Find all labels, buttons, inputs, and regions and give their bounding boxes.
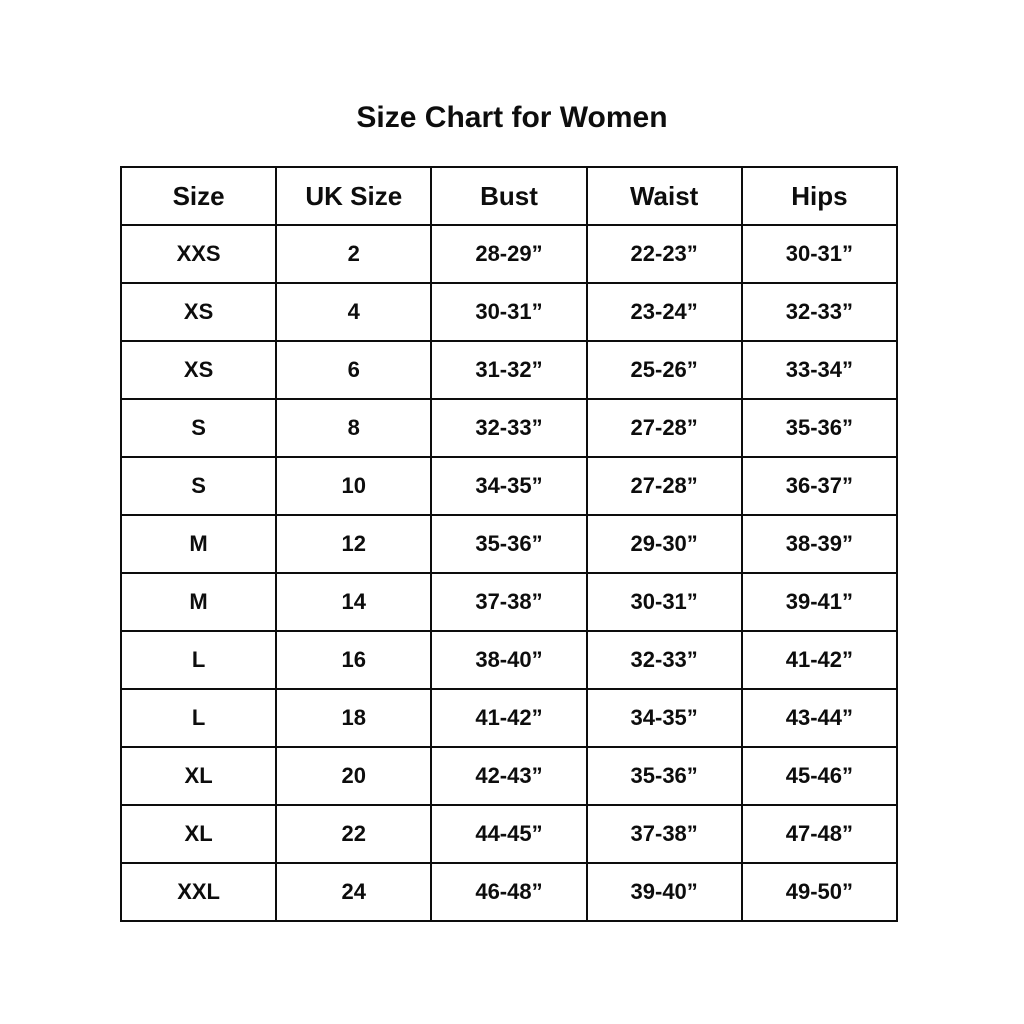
table-cell: 12	[275, 514, 433, 574]
table-cell: 32-33”	[430, 398, 588, 458]
table-cell: 35-36”	[430, 514, 588, 574]
table-cell: 33-34”	[740, 340, 899, 400]
table-cell: 39-41”	[740, 572, 899, 632]
table-cell: L	[119, 630, 278, 690]
table-cell: 18	[275, 688, 433, 748]
column-header-bust: Bust	[430, 166, 588, 226]
table-cell: 30-31”	[430, 282, 588, 342]
table-cell: L	[119, 688, 278, 748]
table-cell: 6	[275, 340, 433, 400]
table-cell: S	[119, 398, 278, 458]
table-cell: 4	[275, 282, 433, 342]
table-row: XL 20 42-43” 35-36” 45-46”	[119, 746, 899, 806]
table-row: M 14 37-38” 30-31” 39-41”	[119, 572, 899, 632]
page-title: Size Chart for Women	[356, 101, 668, 134]
table-cell: 22	[275, 804, 433, 864]
table-cell: 30-31”	[740, 224, 899, 284]
table-cell: XL	[119, 804, 278, 864]
table-body: XXS 2 28-29” 22-23” 30-31” XS 4 30-31” 23-24” 32-…	[119, 224, 899, 922]
table-cell: 44-45”	[430, 804, 588, 864]
table-cell: 31-32”	[430, 340, 588, 400]
table-cell: 42-43”	[430, 746, 588, 806]
table-cell: 45-46”	[740, 746, 899, 806]
table-row: L 16 38-40” 32-33” 41-42”	[119, 630, 899, 690]
table-cell: 34-35”	[585, 688, 743, 748]
table-cell: 47-48”	[740, 804, 899, 864]
table-cell: XL	[119, 746, 278, 806]
table-cell: 37-38”	[430, 572, 588, 632]
table-cell: 37-38”	[585, 804, 743, 864]
table-cell: 2	[275, 224, 433, 284]
table-cell: 14	[275, 572, 433, 632]
table-cell: 41-42”	[740, 630, 899, 690]
table-cell: 8	[275, 398, 433, 458]
table-row: XXS 2 28-29” 22-23” 30-31”	[119, 224, 899, 284]
table-cell: 38-40”	[430, 630, 588, 690]
table-cell: 20	[275, 746, 433, 806]
table-cell: 35-36”	[740, 398, 899, 458]
table-cell: 27-28”	[585, 398, 743, 458]
table-cell: 29-30”	[585, 514, 743, 574]
table-cell: 39-40”	[585, 862, 743, 922]
table-row: M 12 35-36” 29-30” 38-39”	[119, 514, 899, 574]
table-row: XS 6 31-32” 25-26” 33-34”	[119, 340, 899, 400]
table-cell: 10	[275, 456, 433, 516]
table-cell: 23-24”	[585, 282, 743, 342]
table-cell: 32-33”	[740, 282, 899, 342]
table-cell: 25-26”	[585, 340, 743, 400]
table-cell: 35-36”	[585, 746, 743, 806]
table-cell: 32-33”	[585, 630, 743, 690]
table-row: S 10 34-35” 27-28” 36-37”	[119, 456, 899, 516]
table-cell: 27-28”	[585, 456, 743, 516]
table-cell: S	[119, 456, 278, 516]
table-cell: 41-42”	[430, 688, 588, 748]
table-cell: 34-35”	[430, 456, 588, 516]
table-cell: 49-50”	[740, 862, 899, 922]
column-header-size: Size	[119, 166, 278, 226]
table-row: S 8 32-33” 27-28” 35-36”	[119, 398, 899, 458]
table-cell: M	[119, 514, 278, 574]
table-cell: XS	[119, 282, 278, 342]
table-row: L 18 41-42” 34-35” 43-44”	[119, 688, 899, 748]
table-cell: 30-31”	[585, 572, 743, 632]
table-cell: XXL	[119, 862, 278, 922]
table-cell: 38-39”	[740, 514, 899, 574]
table-cell: 24	[275, 862, 433, 922]
table-cell: 16	[275, 630, 433, 690]
table-cell: 36-37”	[740, 456, 899, 516]
size-chart-table: Size UK Size Bust Waist Hips XXS 2 28-29” 2…	[119, 166, 899, 922]
table-cell: XXS	[119, 224, 278, 284]
table-cell: XS	[119, 340, 278, 400]
table-cell: 43-44”	[740, 688, 899, 748]
table-cell: M	[119, 572, 278, 632]
column-header-waist: Waist	[585, 166, 743, 226]
table-cell: 22-23”	[585, 224, 743, 284]
table-cell: 28-29”	[430, 224, 588, 284]
table-row: XXL 24 46-48” 39-40” 49-50”	[119, 862, 899, 922]
table-row: XL 22 44-45” 37-38” 47-48”	[119, 804, 899, 864]
table-header: Size UK Size Bust Waist Hips	[119, 166, 899, 226]
column-header-uk-size: UK Size	[275, 166, 433, 226]
table-row: XS 4 30-31” 23-24” 32-33”	[119, 282, 899, 342]
table-cell: 46-48”	[430, 862, 588, 922]
column-header-hips: Hips	[740, 166, 899, 226]
header-row: Size UK Size Bust Waist Hips	[119, 166, 899, 226]
